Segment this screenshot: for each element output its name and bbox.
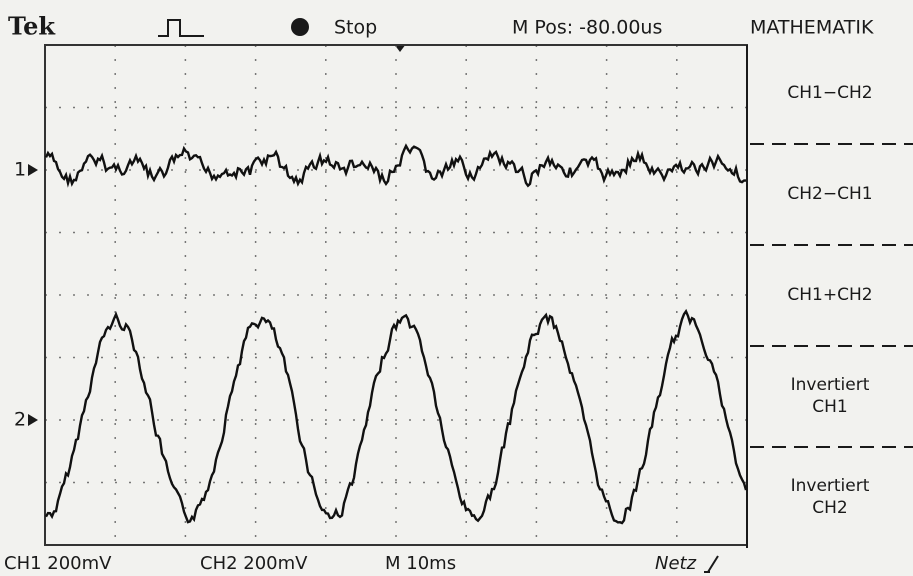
- brand: Tek: [8, 12, 56, 41]
- ch1-marker: 1: [14, 159, 26, 181]
- position-readout: M Pos: -80.00us: [512, 17, 662, 39]
- ch2-scale: CH2 200mV: [200, 553, 308, 574]
- page: {"header": {"brand": "Tek", "state": "St…: [0, 0, 913, 576]
- ch1-scale: CH1 200mV: [4, 553, 112, 574]
- menu-item: CH2−CH1: [787, 184, 872, 204]
- menu-title: MATHEMATIK: [750, 17, 874, 39]
- ch2-marker: 2: [14, 409, 26, 431]
- run-state: Stop: [334, 17, 377, 39]
- menu-item: CH1+CH2: [787, 285, 872, 305]
- menu-item: CH2: [812, 498, 847, 518]
- oscilloscope-screen: Tek Stop M Pos: -80.00us MATHEMATIK 1 2 …: [0, 0, 913, 576]
- menu-item: Invertiert: [791, 476, 870, 496]
- background: [0, 0, 913, 576]
- timebase: M 10ms: [385, 553, 456, 574]
- menu-item: CH1: [812, 397, 847, 417]
- run-state-dot: [291, 18, 309, 36]
- trigger-source: Netz: [655, 553, 697, 574]
- menu-item: CH1−CH2: [787, 83, 872, 103]
- menu-item: Invertiert: [791, 375, 870, 395]
